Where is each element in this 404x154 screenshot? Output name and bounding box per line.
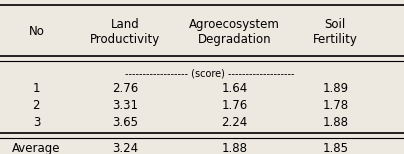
Text: 1: 1 <box>33 82 40 95</box>
Text: Soil
Fertility: Soil Fertility <box>313 18 358 46</box>
Text: 2.76: 2.76 <box>112 82 138 95</box>
Text: No: No <box>28 25 44 38</box>
Text: 2: 2 <box>33 99 40 112</box>
Text: 1.88: 1.88 <box>221 142 247 154</box>
Text: 1.64: 1.64 <box>221 82 247 95</box>
Text: Agroecosystem
Degradation: Agroecosystem Degradation <box>189 18 280 46</box>
Text: Land
Productivity: Land Productivity <box>90 18 160 46</box>
Text: 1.78: 1.78 <box>322 99 348 112</box>
Text: 3.31: 3.31 <box>112 99 138 112</box>
Text: 1.76: 1.76 <box>221 99 247 112</box>
Text: 3.24: 3.24 <box>112 142 138 154</box>
Text: 1.85: 1.85 <box>322 142 348 154</box>
Text: 3.65: 3.65 <box>112 116 138 129</box>
Text: 2.24: 2.24 <box>221 116 247 129</box>
Text: ------------------ (score) -------------------: ------------------ (score) -------------… <box>125 68 295 78</box>
Text: 3: 3 <box>33 116 40 129</box>
Text: 1.88: 1.88 <box>322 116 348 129</box>
Text: Average: Average <box>12 142 61 154</box>
Text: 1.89: 1.89 <box>322 82 348 95</box>
